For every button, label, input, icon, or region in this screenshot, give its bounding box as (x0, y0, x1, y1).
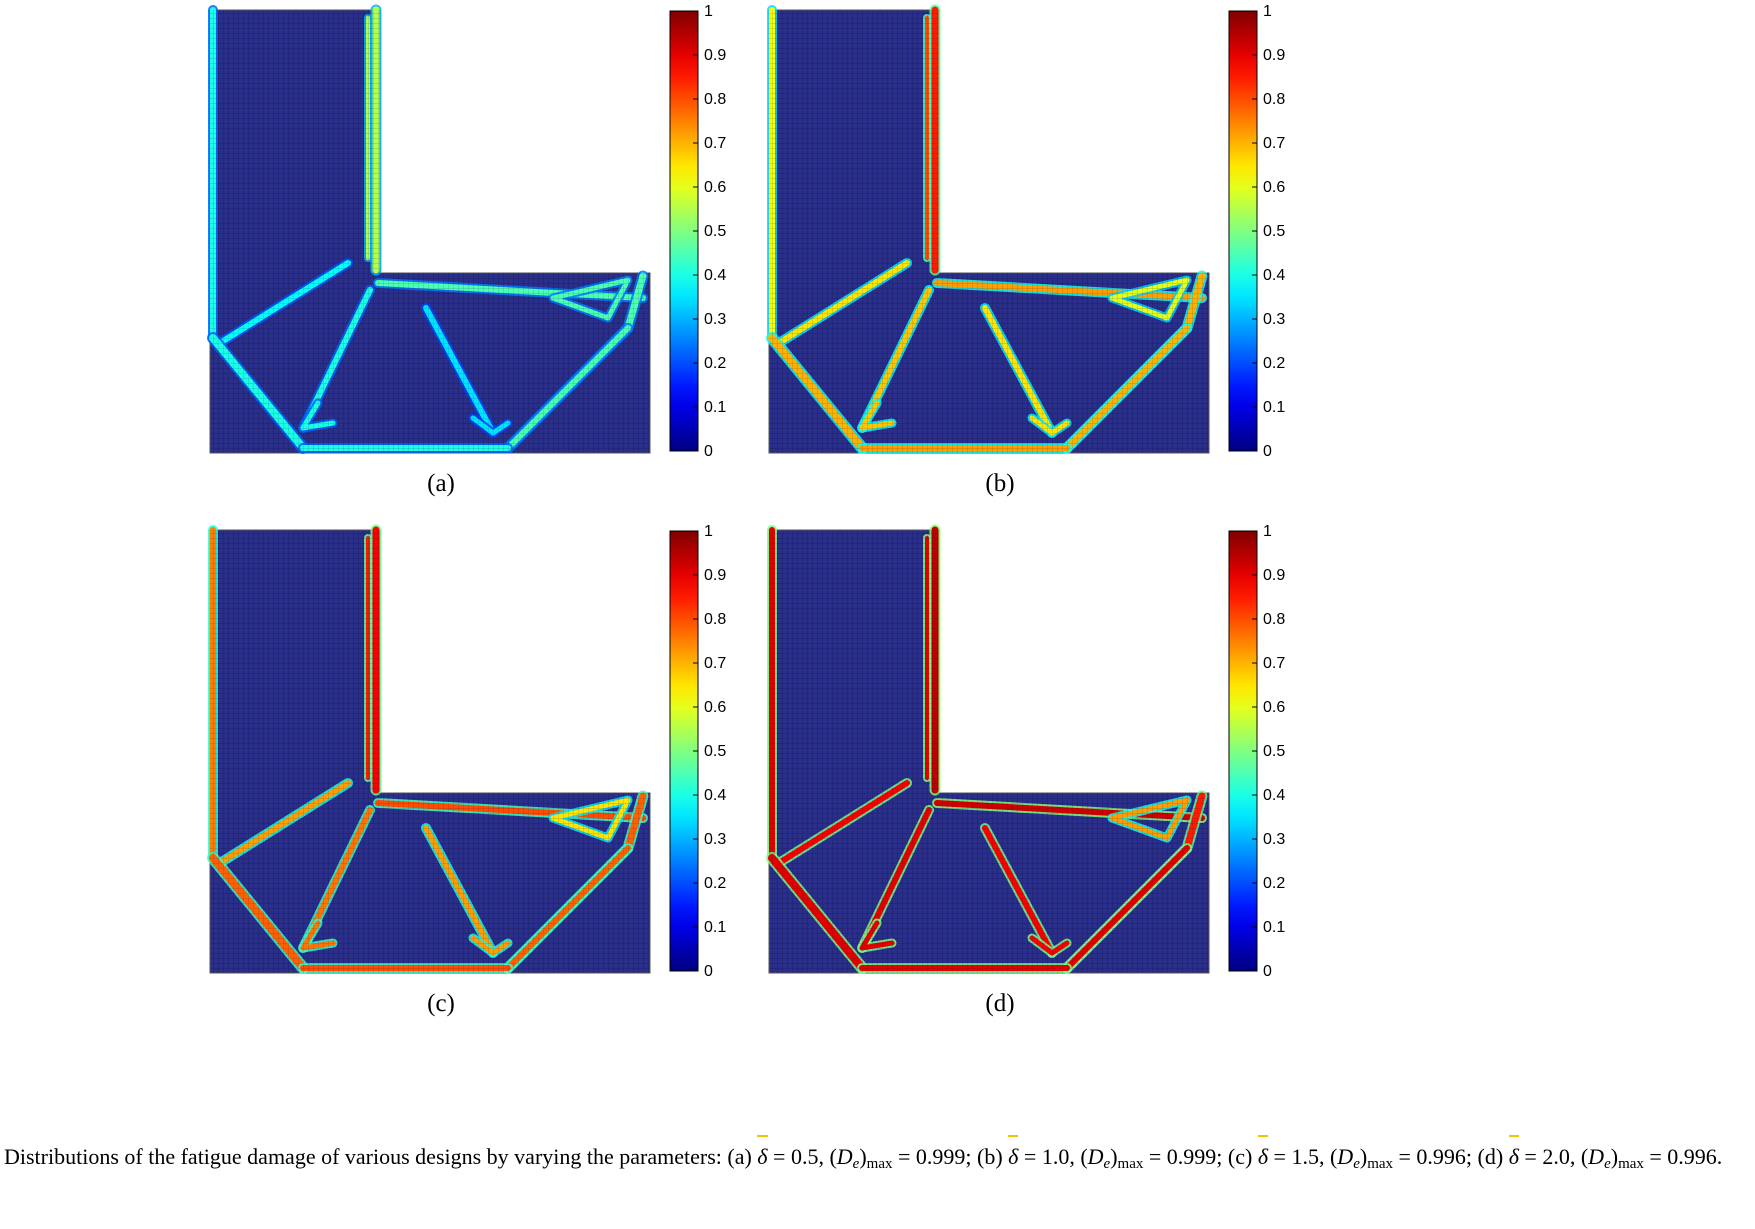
caption-intro: Distributions of the fatigue damage of v… (4, 1144, 752, 1169)
colorbar-tick-label: 0 (704, 963, 713, 980)
caption-max-a: max (866, 1156, 893, 1172)
caption-eq-a1: = 0.5, (773, 1144, 824, 1169)
caption-max-c: max (1367, 1156, 1394, 1172)
grid-overlay (769, 10, 1209, 453)
colorbar-tick-label: 0.9 (1263, 47, 1285, 64)
colorbar-tick-label: 0.9 (1263, 567, 1285, 584)
colorbar-tick-label: 0 (1263, 443, 1272, 460)
grid-overlay (210, 530, 650, 973)
colorbar-tick-label: 0.1 (704, 919, 726, 936)
caption-max-b: max (1117, 1156, 1144, 1172)
caption-delta-a: δ (757, 1135, 768, 1169)
caption-eq-b2: = 0.999; (c) (1148, 1144, 1253, 1169)
heatmap-d: 0 0.1 0.2 0.3 0.4 0.5 0.6 0.7 0.8 0.9 1 (766, 523, 1285, 980)
colorbar-tick-label: 0.7 (1263, 655, 1285, 672)
colorbar-tick-label: 0.4 (1263, 787, 1285, 804)
colorbar-tick-label: 0.7 (704, 655, 726, 672)
colorbar-tick-label: 0.3 (704, 311, 726, 328)
colorbar-tick-label: 0.2 (1263, 875, 1285, 892)
panel-label-c: (c) (427, 990, 455, 1017)
colorbar-tick-label: 0.8 (704, 91, 726, 108)
colorbar-tick-label: 0.4 (704, 787, 726, 804)
colorbar-tick-label: 0.8 (1263, 91, 1285, 108)
colorbar-tick-label: 0.1 (1263, 919, 1285, 936)
caption-eq-d2: = 0.996. (1649, 1144, 1723, 1169)
colorbar-tick-label: 0.6 (704, 179, 726, 196)
colorbar-tick-label: 0.6 (704, 699, 726, 716)
caption-eq-b1: = 1.0, (1023, 1144, 1075, 1169)
colorbar-tick-label: 0.9 (704, 567, 726, 584)
panel-c: 0 0.1 0.2 0.3 0.4 0.5 0.6 0.7 0.8 0.9 1 (207, 523, 726, 980)
colorbar-tick-label: 0.5 (1263, 223, 1285, 240)
caption-delta-b: δ (1008, 1135, 1019, 1169)
heatmap-c: 0 0.1 0.2 0.3 0.4 0.5 0.6 0.7 0.8 0.9 1 (207, 523, 726, 980)
colorbar-tick-label: 0.3 (1263, 311, 1285, 328)
colorbar-tick-label: 0.6 (1263, 179, 1285, 196)
figure-caption: Distributions of the fatigue damage of v… (4, 1135, 1723, 1172)
colorbar-tick-label: 0.5 (1263, 743, 1285, 760)
colorbar-tick-label: 0.8 (704, 611, 726, 628)
colorbar-tick-label: 0 (1263, 963, 1272, 980)
colorbar-tick-label: 0.8 (1263, 611, 1285, 628)
colorbar-tick-label: 0.5 (704, 223, 726, 240)
panel-label-a: (a) (427, 470, 455, 497)
caption-eq-c2: = 0.996; (d) (1398, 1144, 1504, 1169)
panel-label-d: (d) (985, 990, 1015, 1017)
caption-max-d: max (1618, 1156, 1644, 1172)
colorbar-tick-label: 0 (704, 443, 713, 460)
colorbar-tick-label: 1 (1263, 3, 1272, 20)
colorbar-tick-label: 1 (704, 523, 713, 540)
colorbar-tick-label: 0.4 (1263, 267, 1285, 284)
caption-e-a: e (852, 1156, 860, 1172)
colorbar-tick-label: 1 (704, 3, 713, 20)
colorbar-tick-label: 0.2 (704, 355, 726, 372)
colorbar-tick-label: 0.7 (704, 135, 726, 152)
grid-overlay (769, 530, 1209, 973)
caption-D-d: D (1588, 1144, 1605, 1169)
colorbar-tick-label: 1 (1263, 523, 1272, 540)
caption-eq-d1: = 2.0, (1524, 1144, 1576, 1169)
colorbar-tick-label: 0.2 (704, 875, 726, 892)
colorbar-tick-label: 0.7 (1263, 135, 1285, 152)
colorbar-tick-label: 0.3 (704, 831, 726, 848)
panel-a: 0 0.1 0.2 0.3 0.4 0.5 0.6 0.7 0.8 0.9 1 (207, 3, 726, 460)
panel-d: 0 0.1 0.2 0.3 0.4 0.5 0.6 0.7 0.8 0.9 1 (766, 523, 1285, 980)
colorbar-tick-label: 0.5 (704, 743, 726, 760)
colorbar-tick-label: 0.9 (704, 47, 726, 64)
caption-e-d: e (1604, 1156, 1611, 1172)
panel-label-b: (b) (985, 470, 1015, 497)
caption-D-a: D (836, 1144, 853, 1169)
colorbar-tick-label: 0.1 (704, 399, 726, 416)
caption-eq-a2: = 0.999; (b) (898, 1144, 1003, 1169)
caption-D-c: D (1337, 1144, 1354, 1169)
colorbar-tick-label: 0.6 (1263, 699, 1285, 716)
colorbar-tick-label: 0.3 (1263, 831, 1285, 848)
colorbar-tick-label: 0.1 (1263, 399, 1285, 416)
caption-e-b: e (1103, 1156, 1111, 1172)
caption-delta-c: δ (1257, 1135, 1269, 1169)
caption-e-c: e (1353, 1156, 1360, 1172)
heatmap-b: 0 0.1 0.2 0.3 0.4 0.5 0.6 0.7 0.8 0.9 1 (766, 3, 1285, 460)
caption-D-b: D (1087, 1144, 1104, 1169)
caption-eq-c1: = 1.5, (1273, 1144, 1325, 1169)
heatmap-a: 0 0.1 0.2 0.3 0.4 0.5 0.6 0.7 0.8 0.9 1 (207, 3, 726, 460)
colorbar-tick-label: 0.4 (704, 267, 726, 284)
caption-delta-d: δ (1508, 1135, 1520, 1169)
grid-overlay (210, 10, 650, 453)
panel-b: 0 0.1 0.2 0.3 0.4 0.5 0.6 0.7 0.8 0.9 1 (766, 3, 1285, 460)
colorbar-tick-label: 0.2 (1263, 355, 1285, 372)
